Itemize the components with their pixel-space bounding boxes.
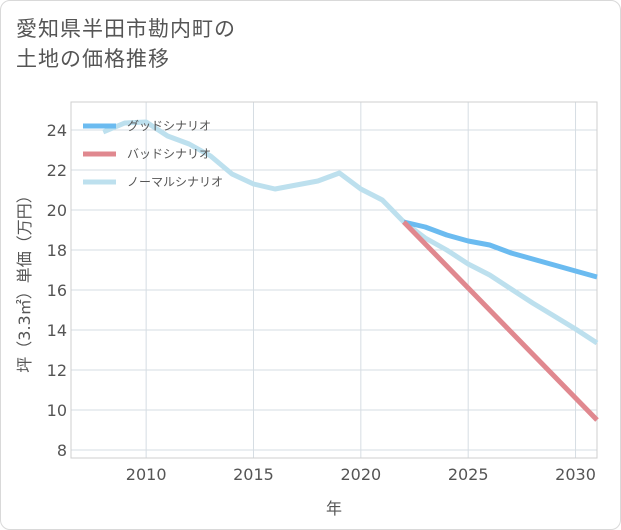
series-line-1 [402, 220, 599, 422]
legend-label-1: バッドシナリオ [127, 147, 211, 161]
chart-title: 愛知県半田市勘内町の 土地の価格推移 [16, 14, 236, 74]
chart-title-line-2: 土地の価格推移 [16, 47, 170, 71]
chart-title-line-1: 愛知県半田市勘内町の [16, 17, 236, 41]
x-tick-label: 2010 [126, 465, 167, 484]
legend-label-0: グッドシナリオ [127, 119, 211, 133]
grid-lines [71, 102, 597, 458]
y-tick-label: 18 [47, 241, 67, 260]
plot-frame [70, 101, 598, 459]
legend-label-2: ノーマルシナリオ [127, 175, 223, 189]
y-tick-label: 24 [47, 121, 67, 140]
y-tick-label: 22 [47, 161, 67, 180]
x-tick-label: 2015 [233, 465, 274, 484]
y-tick-label: 8 [57, 441, 67, 460]
y-tick-label: 12 [47, 361, 67, 380]
series-line-2 [102, 119, 599, 346]
series-layer [102, 119, 599, 422]
x-tick-label: 2020 [340, 465, 381, 484]
x-axis-label: 年 [326, 499, 342, 518]
y-tick-label: 20 [47, 201, 67, 220]
y-tick-label: 14 [47, 321, 67, 340]
y-tick-label: 10 [47, 401, 67, 420]
y-axis-label: 坪（3.3㎡）単価（万円） [15, 187, 34, 372]
tick-labels: 2010 2015 2020 2025 2030 8 10 12 14 16 18 20 22 24 [47, 121, 596, 484]
x-tick-label: 2025 [448, 465, 489, 484]
x-tick-label: 2030 [555, 465, 596, 484]
y-tick-label: 16 [47, 281, 67, 300]
series-line-0 [403, 219, 598, 280]
